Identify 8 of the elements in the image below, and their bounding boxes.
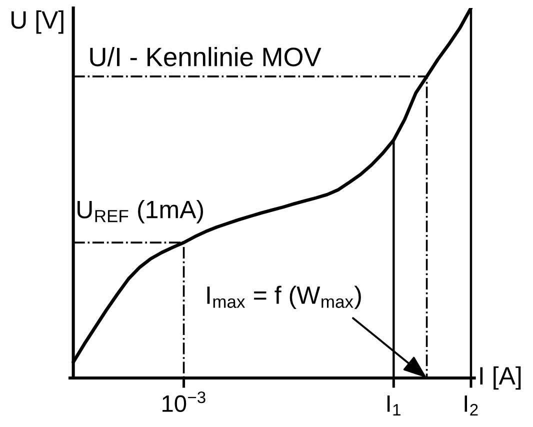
x-axis-title: I [A]: [480, 366, 521, 390]
x-tick-label: I$_{2}$: [464, 395, 478, 416]
annotation: I$_{max}$ = f (W$_{max}$): [207, 286, 361, 309]
x-tick-label: I$_{1}$: [387, 395, 400, 416]
x-tick-label: 10$^{−3}$: [162, 391, 206, 412]
text: U/I - Kennlinie MOV: [90, 46, 322, 66]
annotation: U$_{REF}$ (1mA): [78, 200, 204, 224]
y-axis-title: U [V]: [12, 10, 64, 34]
